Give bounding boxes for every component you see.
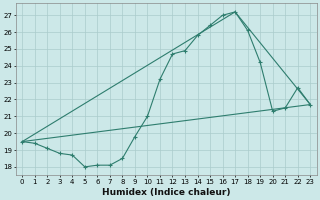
X-axis label: Humidex (Indice chaleur): Humidex (Indice chaleur) (102, 188, 230, 197)
